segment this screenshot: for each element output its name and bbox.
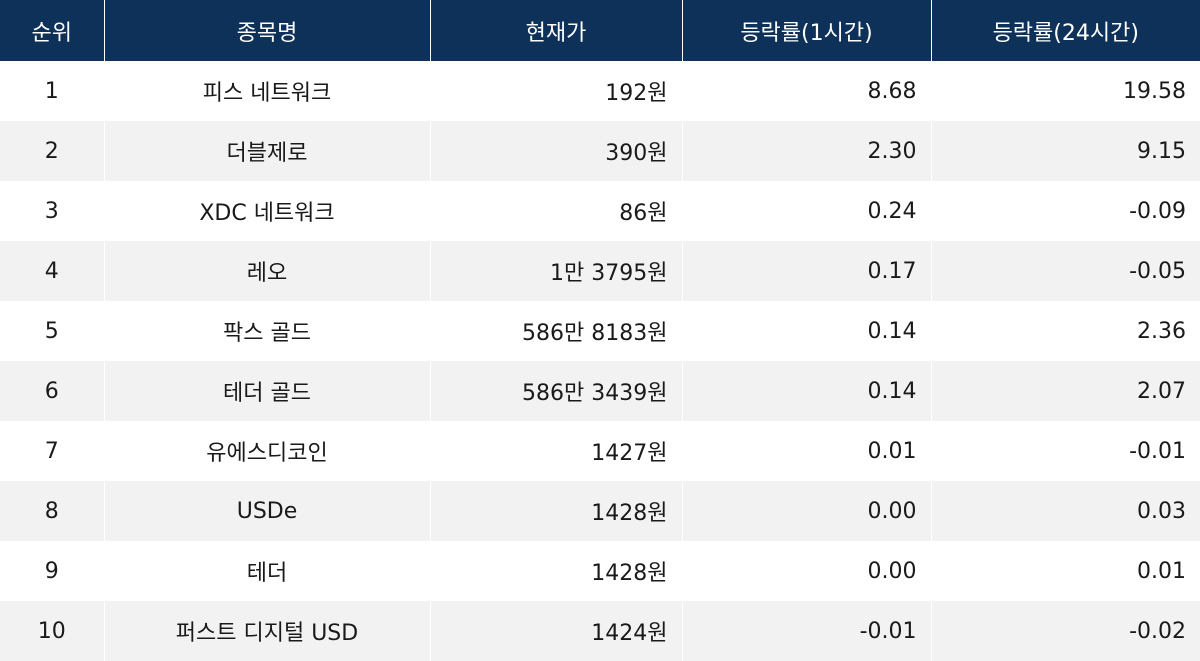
table-row: 9 테더 1428원 0.00 0.01 [0, 541, 1200, 601]
cell-price: 1427원 [430, 421, 683, 481]
table-row: 7 유에스디코인 1427원 0.01 -0.01 [0, 421, 1200, 481]
cell-change-1h: 0.00 [682, 481, 932, 541]
cell-change-1h: 0.24 [682, 181, 932, 241]
cell-rank: 6 [0, 361, 105, 421]
cell-name: 피스 네트워크 [104, 61, 431, 121]
table-row: 3 XDC 네트워크 86원 0.24 -0.09 [0, 181, 1200, 241]
header-change-24h: 등락률(24시간) [931, 0, 1200, 61]
cell-name: 유에스디코인 [104, 421, 431, 481]
cell-change-1h: 8.68 [682, 61, 932, 121]
cell-price: 390원 [430, 121, 683, 181]
cell-change-1h: 0.01 [682, 421, 932, 481]
cell-price: 1428원 [430, 481, 683, 541]
table-row: 2 더블제로 390원 2.30 9.15 [0, 121, 1200, 181]
cell-name: USDe [104, 481, 431, 541]
cell-change-1h: 0.00 [682, 541, 932, 601]
header-row: 순위 종목명 현재가 등락률(1시간) 등락률(24시간) [0, 0, 1200, 61]
cell-change-24h: -0.05 [931, 241, 1200, 301]
cell-name: 팍스 골드 [104, 301, 431, 361]
cell-price: 1만 3795원 [430, 241, 683, 301]
cell-change-1h: 2.30 [682, 121, 932, 181]
cell-rank: 9 [0, 541, 105, 601]
cell-rank: 10 [0, 601, 105, 661]
cell-rank: 2 [0, 121, 105, 181]
cell-change-24h: 19.58 [931, 61, 1200, 121]
cell-price: 586만 8183원 [430, 301, 683, 361]
cell-change-1h: 0.14 [682, 361, 932, 421]
table-header: 순위 종목명 현재가 등락률(1시간) 등락률(24시간) [0, 0, 1200, 61]
cell-rank: 3 [0, 181, 105, 241]
cell-change-1h: 0.14 [682, 301, 932, 361]
cell-rank: 5 [0, 301, 105, 361]
header-change-1h: 등락률(1시간) [682, 0, 932, 61]
cell-name: 테더 골드 [104, 361, 431, 421]
header-rank: 순위 [0, 0, 105, 61]
cell-price: 86원 [430, 181, 683, 241]
table-row: 1 피스 네트워크 192원 8.68 19.58 [0, 61, 1200, 121]
cell-change-1h: -0.01 [682, 601, 932, 661]
cell-change-1h: 0.17 [682, 241, 932, 301]
cell-rank: 7 [0, 421, 105, 481]
cell-change-24h: -0.02 [931, 601, 1200, 661]
cell-change-24h: 0.03 [931, 481, 1200, 541]
cell-name: XDC 네트워크 [104, 181, 431, 241]
cell-rank: 1 [0, 61, 105, 121]
cell-name: 테더 [104, 541, 431, 601]
table-row: 4 레오 1만 3795원 0.17 -0.05 [0, 241, 1200, 301]
cell-change-24h: -0.09 [931, 181, 1200, 241]
cell-price: 192원 [430, 61, 683, 121]
cell-change-24h: 2.07 [931, 361, 1200, 421]
table-body: 1 피스 네트워크 192원 8.68 19.58 2 더블제로 390원 2.30 9.15 3 X… [0, 61, 1200, 661]
table-row: 6 테더 골드 586만 3439원 0.14 2.07 [0, 361, 1200, 421]
cell-price: 586만 3439원 [430, 361, 683, 421]
cell-name: 퍼스트 디지털 USD [104, 601, 431, 661]
cell-change-24h: 9.15 [931, 121, 1200, 181]
cell-price: 1428원 [430, 541, 683, 601]
table-row: 8 USDe 1428원 0.00 0.03 [0, 481, 1200, 541]
table-row: 10 퍼스트 디지털 USD 1424원 -0.01 -0.02 [0, 601, 1200, 661]
header-name: 종목명 [104, 0, 431, 61]
cell-name: 레오 [104, 241, 431, 301]
cell-rank: 8 [0, 481, 105, 541]
cell-change-24h: -0.01 [931, 421, 1200, 481]
cell-change-24h: 2.36 [931, 301, 1200, 361]
cell-change-24h: 0.01 [931, 541, 1200, 601]
cell-name: 더블제로 [104, 121, 431, 181]
cell-price: 1424원 [430, 601, 683, 661]
table-row: 5 팍스 골드 586만 8183원 0.14 2.36 [0, 301, 1200, 361]
cell-rank: 4 [0, 241, 105, 301]
header-price: 현재가 [430, 0, 683, 61]
